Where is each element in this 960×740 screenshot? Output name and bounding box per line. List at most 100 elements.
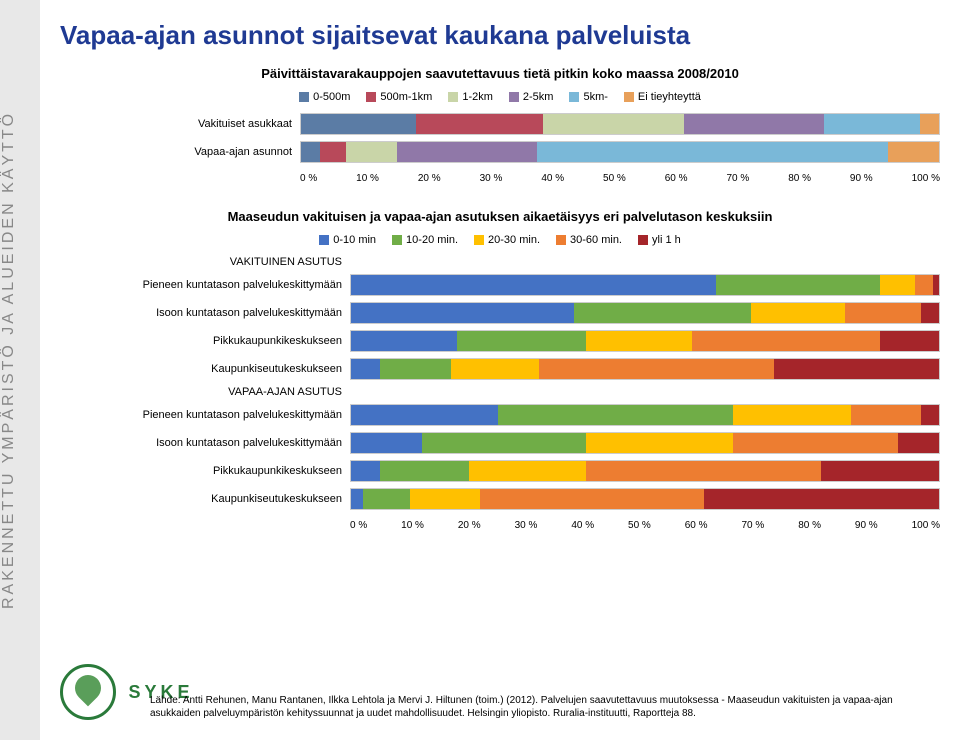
bar-segment xyxy=(351,433,422,453)
bar-segment xyxy=(704,489,939,509)
bar-label: Kaupunkiseutukeskukseen xyxy=(60,363,350,375)
bar-row: Kaupunkiseutukeskukseen xyxy=(60,488,940,510)
bar-container xyxy=(350,358,940,380)
bar-container xyxy=(350,274,940,296)
source-citation: Lähde: Antti Rehunen, Manu Rantanen, Ilk… xyxy=(150,694,940,720)
bar-container xyxy=(350,460,940,482)
bar-segment xyxy=(586,331,692,351)
chart-2: Maaseudun vakituisen ja vapaa-ajan asutu… xyxy=(60,209,940,531)
bar-segment xyxy=(824,114,920,134)
bar-segment xyxy=(933,275,939,295)
legend-label: Ei tieyhteyttä xyxy=(638,91,701,103)
legend-label: 0-10 min xyxy=(333,234,376,246)
bar-row: VAPAA-AJAN ASUTUS xyxy=(60,386,940,398)
bar-container xyxy=(350,302,940,324)
legend-label: 2-5km xyxy=(523,91,554,103)
chart2-axis: 0 %10 %20 %30 %40 %50 %60 %70 %80 %90 %1… xyxy=(350,516,940,531)
bar-segment xyxy=(921,303,939,323)
bar-segment xyxy=(351,331,457,351)
bar-label: Pieneen kuntatason palvelukeskittymään xyxy=(60,279,350,291)
axis-tick: 60 % xyxy=(685,520,708,531)
bar-segment xyxy=(422,433,587,453)
legend-swatch xyxy=(392,235,402,245)
bar-container xyxy=(300,141,940,163)
axis-tick: 70 % xyxy=(741,520,764,531)
axis-tick: 50 % xyxy=(603,173,626,184)
bar-segment xyxy=(351,461,380,481)
axis-tick: 20 % xyxy=(458,520,481,531)
legend-item: 10-20 min. xyxy=(392,234,458,246)
bar-segment xyxy=(684,114,824,134)
axis-tick: 0 % xyxy=(300,173,317,184)
legend-swatch xyxy=(624,92,634,102)
bar-segment xyxy=(301,142,320,162)
bar-label: Kaupunkiseutukeskukseen xyxy=(60,493,350,505)
bar-label: Pikkukaupunkikeskukseen xyxy=(60,465,350,477)
bar-segment xyxy=(469,461,587,481)
bar-container xyxy=(350,432,940,454)
legend-swatch xyxy=(319,235,329,245)
bar-segment xyxy=(351,275,716,295)
bar-segment xyxy=(346,142,397,162)
bar-label: Pikkukaupunkikeskukseen xyxy=(60,335,350,347)
axis-tick: 40 % xyxy=(541,173,564,184)
legend-label: 20-30 min. xyxy=(488,234,540,246)
bar-segment xyxy=(851,405,922,425)
bar-segment xyxy=(915,275,933,295)
bar-segment xyxy=(880,331,939,351)
sidebar-vertical-label: RAKENNETTU YMPÄRISTÖ JA ALUEIDEN KÄYTTÖ xyxy=(0,0,40,740)
legend-swatch xyxy=(509,92,519,102)
page-title: Vapaa-ajan asunnot sijaitsevat kaukana p… xyxy=(60,20,940,51)
legend-swatch xyxy=(556,235,566,245)
axis-tick: 30 % xyxy=(515,520,538,531)
axis-tick: 80 % xyxy=(788,173,811,184)
bar-row: Isoon kuntatason palvelukeskittymään xyxy=(60,302,940,324)
chart2-subtitle: Maaseudun vakituisen ja vapaa-ajan asutu… xyxy=(60,209,940,224)
legend-swatch xyxy=(366,92,376,102)
bar-segment xyxy=(397,142,537,162)
axis-tick: 90 % xyxy=(850,173,873,184)
bar-segment xyxy=(898,433,939,453)
bar-segment xyxy=(821,461,939,481)
bar-row: Vakituiset asukkaat xyxy=(60,113,940,135)
bar-segment xyxy=(733,405,851,425)
bar-segment xyxy=(920,114,939,134)
bar-segment xyxy=(888,142,939,162)
bar-segment xyxy=(320,142,346,162)
legend-item: yli 1 h xyxy=(638,234,681,246)
bar-segment xyxy=(451,359,539,379)
legend-item: 0-500m xyxy=(299,91,350,103)
axis-tick: 100 % xyxy=(912,520,940,531)
legend-label: 30-60 min. xyxy=(570,234,622,246)
bar-segment xyxy=(480,489,703,509)
bar-segment xyxy=(410,489,481,509)
bar-label: VAKITUINEN ASUTUS xyxy=(60,256,350,268)
legend-swatch xyxy=(638,235,648,245)
legend-item: 20-30 min. xyxy=(474,234,540,246)
legend-label: 10-20 min. xyxy=(406,234,458,246)
logo-icon xyxy=(60,664,116,720)
bar-segment xyxy=(363,489,410,509)
axis-tick: 50 % xyxy=(628,520,651,531)
bar-segment xyxy=(586,461,821,481)
bar-segment xyxy=(539,359,774,379)
legend-swatch xyxy=(448,92,458,102)
bar-row: VAKITUINEN ASUTUS xyxy=(60,256,940,268)
bar-segment xyxy=(498,405,733,425)
bar-label: VAPAA-AJAN ASUTUS xyxy=(60,386,350,398)
chart1-axis: 0 %10 %20 %30 %40 %50 %60 %70 %80 %90 %1… xyxy=(300,169,940,184)
bar-segment xyxy=(543,114,683,134)
legend-label: yli 1 h xyxy=(652,234,681,246)
axis-tick: 10 % xyxy=(356,173,379,184)
bar-segment xyxy=(774,359,939,379)
bar-segment xyxy=(921,405,939,425)
bar-container xyxy=(300,113,940,135)
bar-segment xyxy=(880,275,915,295)
bar-segment xyxy=(351,359,380,379)
bar-segment xyxy=(733,433,898,453)
main-content: Vapaa-ajan asunnot sijaitsevat kaukana p… xyxy=(60,20,940,556)
bar-container xyxy=(350,488,940,510)
bar-row: Pikkukaupunkikeskukseen xyxy=(60,330,940,352)
bar-segment xyxy=(457,331,586,351)
bar-label: Isoon kuntatason palvelukeskittymään xyxy=(60,307,350,319)
